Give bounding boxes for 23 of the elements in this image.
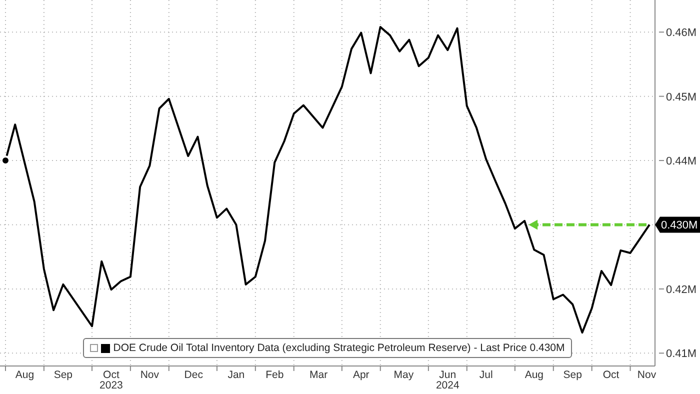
- y-tick-label: 0.45M: [666, 91, 697, 104]
- x-tick-label: Jan: [228, 369, 245, 381]
- x-tick-label: Nov: [637, 369, 657, 381]
- x-tick-label: Nov: [140, 369, 160, 381]
- y-tick-label: 0.41M: [666, 348, 697, 360]
- x-tick-label: Aug: [524, 369, 544, 381]
- x-tick-label: Apr: [352, 369, 370, 381]
- x-tick-label: Oct 2023: [100, 369, 124, 392]
- legend-label: DOE Crude Oil Total Inventory Data (excluding Strategic Petroleum Reserve) - Last Price 0.430M: [113, 342, 565, 354]
- x-tick-label: Aug: [15, 369, 34, 381]
- x-tick-label: Mar: [310, 369, 328, 381]
- x-tick-label: Sep: [563, 369, 582, 381]
- x-tick-label: Oct: [602, 369, 620, 381]
- y-tick-label: 0.42M: [666, 284, 697, 296]
- x-tick-label: Sep: [54, 369, 73, 381]
- y-tick-label: 0.46M: [666, 27, 697, 40]
- x-tick-label: Feb: [266, 369, 284, 381]
- x-tick-label: Jun 2024: [436, 369, 460, 392]
- y-tick-label: 0.44M: [666, 156, 697, 168]
- x-tick-label: Jul: [479, 369, 493, 381]
- x-tick-label: Dec: [184, 369, 203, 381]
- annotation: 0.430M: [661, 220, 698, 232]
- x-tick-label: May: [394, 369, 414, 381]
